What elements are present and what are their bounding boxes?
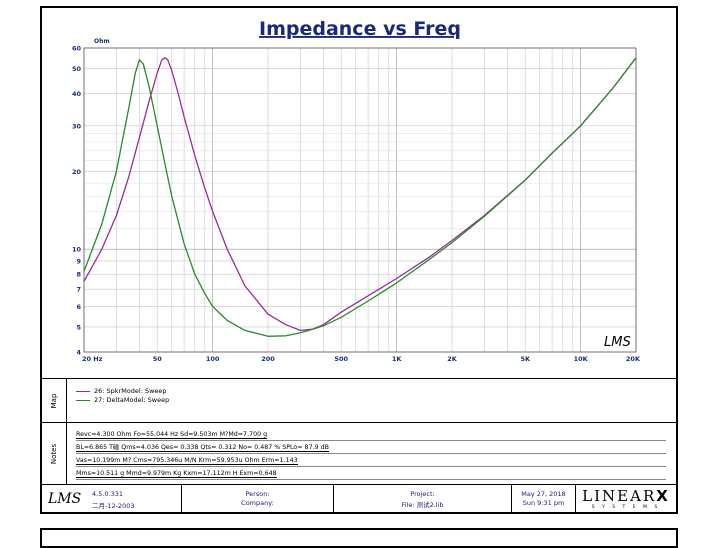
map-side-label: Map [42, 379, 67, 423]
person-label: Person: [245, 490, 270, 498]
legend-item-2: 27: DeltaModel: Sweep [76, 396, 169, 404]
note-line-1: Revc=4.300 Ohm Fo=55.044 Hz Sd=9.503m M?… [76, 429, 666, 441]
company-label: Company: [241, 499, 274, 507]
brand-subtext: S Y S T E M S [591, 505, 661, 510]
legend-swatch-2 [76, 399, 90, 401]
y-tick-label: 20 [72, 168, 82, 176]
x-tick-label: 5K [520, 355, 531, 363]
footer-date: May 27, 2018 [521, 490, 566, 498]
series-line-1 [83, 57, 637, 332]
x-tick-labels: 20 Hz 50 100 200 500 1K 2K 5K 10K 20K [82, 355, 641, 363]
grid [83, 47, 637, 353]
build-date: 二月-12-2003 [92, 502, 135, 510]
note-line-4: Mms=10.511 g Mmd=9.979m Kg Kxm=17.112m H… [76, 468, 666, 480]
note-line-2: BL=6.865 T磁 Qms=4.036 Qes= 0.338 Qts= 0.… [76, 442, 666, 454]
y-tick-label: 30 [72, 122, 82, 130]
report-frame: Impedance vs Freq Ohm 4 5 6 7 8 9 10 20 30 40 50 60… [40, 6, 678, 514]
y-axis-unit-label: Ohm [94, 38, 110, 45]
series-lines [83, 57, 637, 337]
legend-label-2: 27: DeltaModel: Sweep [94, 396, 170, 404]
file-label: File: 测试2.lib [401, 501, 444, 509]
x-tick-label: 20K [626, 355, 641, 363]
x-tick-label: 50 [153, 355, 163, 363]
map-label: Map [50, 393, 58, 409]
notes-section: Notes Revc=4.300 Ohm Fo=55.044 Hz Sd=9.5… [42, 422, 676, 485]
x-tick-label: 20 Hz [82, 355, 103, 363]
linearx-logo: LINEARX S Y S T E M S [576, 485, 676, 513]
y-tick-label: 10 [72, 246, 82, 254]
series-line-2 [83, 57, 637, 337]
brand-x: X [656, 487, 670, 505]
impedance-chart: Impedance vs Freq Ohm 4 5 6 7 8 9 10 20 30 40 50 60… [72, 18, 641, 363]
note-text-4: Mms=10.511 g Mmd=9.979m Kg Kxm=17.112m H… [76, 470, 277, 478]
x-tick-label: 1K [392, 355, 403, 363]
y-tick-label: 4 [76, 349, 81, 357]
footer-person-cell: Person: Company: [182, 485, 334, 513]
y-tick-label: 5 [76, 323, 81, 331]
footer-time: Sun 9:31 pm [522, 499, 565, 507]
notes-label: Notes [50, 443, 58, 465]
footer-project-cell: Project: File: 测试2.lib [334, 485, 512, 513]
version-text: 4.5.0.331 [92, 490, 124, 498]
footer-date-cell: May 27, 2018 Sun 9:31 pm [512, 485, 576, 513]
next-page-frame [40, 528, 678, 548]
note-text-3: Vas=10.199m M? Cms=795.346u M/N Krm=59.9… [76, 457, 298, 465]
x-tick-label: 2K [447, 355, 458, 363]
lms-logo: LMS [48, 491, 82, 507]
lms-watermark: LMS [604, 335, 631, 350]
legend-swatch-1 [76, 390, 90, 392]
notes-side-label: Notes [42, 423, 67, 485]
footer-version-cell: LMS 4.5.0.331 二月-12-2003 [42, 485, 182, 513]
plot-frame [83, 47, 637, 353]
footer: LMS 4.5.0.331 二月-12-2003 Person: Company… [42, 484, 676, 513]
y-tick-label: 9 [76, 257, 81, 265]
note-text-1: Revc=4.300 Ohm Fo=55.044 Hz Sd=9.503m M?… [76, 431, 268, 439]
y-tick-labels: 4 5 6 7 8 9 10 20 30 40 50 60 [72, 45, 82, 357]
y-tick-label: 50 [72, 65, 82, 73]
legend-item-1: 26: SpkrModel: Sweep [76, 387, 167, 395]
y-tick-label: 40 [72, 90, 82, 98]
x-tick-label: 10K [574, 355, 589, 363]
map-section: Map 26: SpkrModel: Sweep 27: DeltaModel:… [42, 378, 676, 423]
y-tick-label: 60 [72, 45, 82, 53]
x-tick-label: 500 [334, 355, 348, 363]
x-tick-label: 200 [261, 355, 275, 363]
x-tick-label: 100 [206, 355, 220, 363]
y-tick-label: 6 [76, 303, 81, 311]
note-line-3: Vas=10.199m M? Cms=795.346u M/N Krm=59.9… [76, 455, 666, 467]
y-tick-label: 8 [76, 271, 81, 279]
y-tick-label: 7 [76, 286, 81, 294]
brand-text: LINEAR [582, 487, 657, 505]
note-text-2: BL=6.865 T磁 Qms=4.036 Qes= 0.338 Qts= 0.… [76, 444, 329, 452]
legend-label-1: 26: SpkrModel: Sweep [94, 387, 167, 395]
chart-title: Impedance vs Freq [259, 18, 461, 40]
project-label: Project: [410, 490, 435, 498]
